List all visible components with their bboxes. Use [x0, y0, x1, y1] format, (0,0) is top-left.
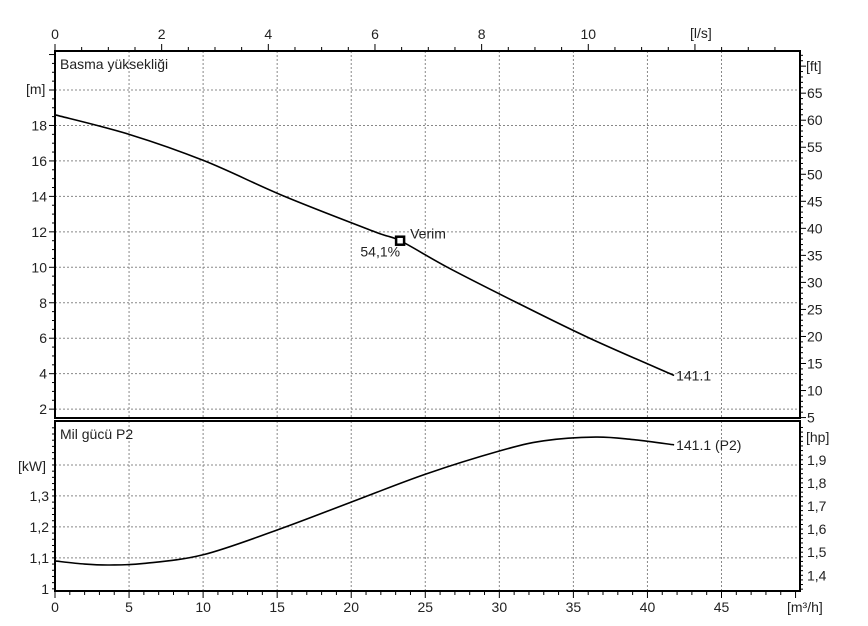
head-y2-axis-tick-label: 55 [807, 139, 823, 155]
head-curve-label: 141.1 [676, 367, 711, 383]
power-y2-axis-tick-label: 1,8 [807, 475, 827, 491]
head-y-axis-tick-label: 12 [31, 224, 47, 240]
x2-axis-tick-label: 2 [158, 26, 166, 42]
x2-axis-tick-label: 6 [371, 26, 379, 42]
x-axis-tick-label: 20 [343, 599, 359, 615]
head-y-axis-tick-label: 10 [31, 259, 47, 275]
head-y2-axis-tick-label: 10 [807, 383, 823, 399]
x-axis-tick-label: 30 [492, 599, 508, 615]
power-y-axis-tick-label: 1,1 [30, 550, 50, 566]
head-y2-axis-tick-label: 45 [807, 193, 823, 209]
x-axis-tick-label: 35 [566, 599, 582, 615]
x-axis-tick-label: 10 [195, 599, 211, 615]
power-curve-141-1-p2 [54, 436, 675, 566]
power-y-axis-tick-label: 1,2 [30, 519, 50, 535]
head-y-axis-tick-label: 18 [31, 117, 47, 133]
head-panel-title: Basma yüksekliği [60, 56, 168, 72]
x2-axis-tick-label: 4 [264, 26, 272, 42]
x-axis-tick-label: 45 [714, 599, 730, 615]
head-y2-axis-tick-label: 25 [807, 301, 823, 317]
head-y2-axis-tick-label: 15 [807, 356, 823, 372]
head-y-axis-tick-label: 8 [39, 295, 47, 311]
power-y2-axis-tick-label: 1,4 [807, 567, 827, 583]
head-y2-axis-tick-label: 35 [807, 247, 823, 263]
head-y-axis-tick-label: 6 [39, 330, 47, 346]
head-y2-axis-unit-label: [ft] [806, 58, 822, 74]
power-y2-axis-tick-label: 1,5 [807, 544, 827, 560]
head-plot-frame [54, 50, 801, 419]
duty-point-marker [394, 235, 406, 246]
head-y-axis-tick-label: 16 [31, 153, 47, 169]
head-y2-axis-tick-label: 20 [807, 328, 823, 344]
head-y-axis-tick-label: 14 [31, 188, 47, 204]
head-curve-141-1 [54, 114, 675, 377]
power-y2-axis-unit-label: [hp] [806, 429, 829, 445]
head-y-axis-tick-label: 2 [39, 401, 47, 417]
x-axis-tick-label: 40 [640, 599, 656, 615]
head-y2-axis-tick-label: 60 [807, 112, 823, 128]
power-curve-label: 141.1 (P2) [676, 437, 741, 453]
x-axis-tick-label: 5 [125, 599, 133, 615]
head-y2-axis-tick-label: 5 [807, 410, 815, 426]
x2-axis-unit-label: [l/s] [690, 25, 712, 41]
x-axis-tick-label: 0 [51, 599, 59, 615]
x2-axis-tick-label: 0 [51, 26, 59, 42]
efficiency-value: 54,1% [360, 244, 400, 260]
head-y2-axis-tick-label: 30 [807, 274, 823, 290]
power-panel-title: Mil gücü P2 [60, 426, 133, 442]
power-y2-axis-tick-label: 1,6 [807, 521, 827, 537]
power-y-axis-tick-label: 1,3 [30, 488, 50, 504]
power-y-axis-tick-label: 1 [41, 581, 49, 597]
x-axis-tick-label: 15 [269, 599, 285, 615]
power-y-axis-unit-label: [kW] [18, 458, 46, 474]
head-y2-axis-tick-label: 50 [807, 166, 823, 182]
head-y2-axis-tick-label: 65 [807, 85, 823, 101]
x-axis-unit-label: [m³/h] [787, 599, 823, 615]
x2-axis-tick-label: 8 [478, 26, 486, 42]
head-y-axis-tick-label: 4 [39, 366, 47, 382]
duty-point-label: Verim [410, 226, 446, 242]
head-y2-axis-tick-label: 40 [807, 220, 823, 236]
power-y2-axis-tick-label: 1,9 [807, 452, 827, 468]
head-y-axis-unit-label: [m] [26, 81, 45, 97]
x2-axis-tick-label: 10 [580, 26, 596, 42]
power-y2-axis-tick-label: 1,7 [807, 498, 827, 514]
x-axis-tick-label: 25 [417, 599, 433, 615]
